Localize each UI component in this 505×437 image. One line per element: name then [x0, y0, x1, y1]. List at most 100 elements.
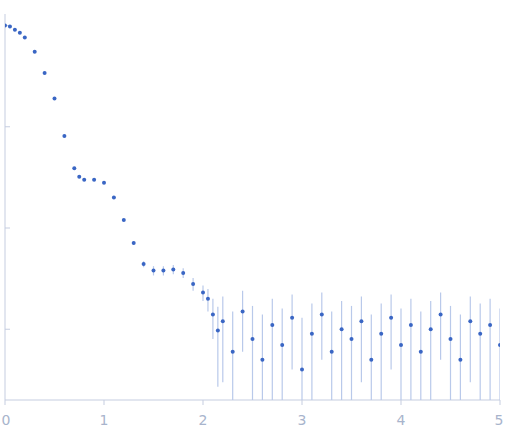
- point: [171, 267, 175, 271]
- error-bar: [420, 311, 421, 400]
- x-tick: [500, 400, 501, 405]
- point: [359, 319, 363, 323]
- error-bar: [242, 291, 243, 352]
- point: [449, 337, 453, 341]
- error-bar: [430, 301, 431, 400]
- error-bar: [351, 306, 352, 400]
- error-bar: [331, 311, 332, 400]
- point: [211, 312, 215, 316]
- x-tick-label: 2: [199, 412, 208, 428]
- point: [62, 134, 66, 138]
- point: [23, 36, 27, 40]
- point: [102, 181, 106, 185]
- point: [201, 291, 205, 295]
- y-tick: [5, 228, 10, 229]
- x-tick: [203, 400, 204, 405]
- x-tick: [302, 400, 303, 405]
- point: [152, 269, 156, 273]
- point: [82, 178, 86, 182]
- point: [290, 316, 294, 320]
- y-axis: [5, 14, 6, 400]
- point: [8, 24, 12, 28]
- point: [191, 282, 195, 286]
- point: [221, 319, 225, 323]
- error-bar: [400, 309, 401, 400]
- error-bar: [282, 309, 283, 400]
- error-bar: [222, 297, 223, 383]
- point: [216, 329, 220, 333]
- point: [72, 166, 76, 170]
- points: [5, 24, 500, 372]
- error-bar: [361, 297, 362, 383]
- point: [369, 358, 373, 362]
- error-bar: [480, 303, 481, 400]
- x-tick-label: 0: [2, 412, 11, 428]
- error-bar: [470, 297, 471, 383]
- point: [206, 297, 210, 301]
- point: [320, 312, 324, 316]
- error-bar: [381, 303, 382, 400]
- point: [350, 337, 354, 341]
- point: [488, 323, 492, 327]
- error-bar: [311, 303, 312, 400]
- point: [251, 337, 255, 341]
- plot-area: [5, 24, 500, 400]
- point: [43, 71, 47, 75]
- error-bar: [212, 299, 213, 339]
- error-bar: [292, 295, 293, 370]
- error-bar: [460, 314, 461, 400]
- x-tick-label: 3: [298, 412, 307, 428]
- point: [300, 368, 304, 372]
- point: [379, 332, 383, 336]
- point: [399, 343, 403, 347]
- y-tick: [5, 329, 10, 330]
- point: [231, 350, 235, 354]
- error-bar: [321, 293, 322, 360]
- point: [53, 97, 57, 101]
- point: [161, 269, 165, 273]
- point: [13, 28, 17, 32]
- x-tick: [104, 400, 105, 405]
- point: [280, 343, 284, 347]
- point: [112, 196, 116, 200]
- error-bar: [262, 314, 263, 400]
- point: [241, 309, 245, 313]
- point: [439, 312, 443, 316]
- error-bar: [272, 299, 273, 400]
- point: [389, 316, 393, 320]
- point: [458, 358, 462, 362]
- point: [468, 319, 472, 323]
- point: [330, 350, 334, 354]
- point: [409, 323, 413, 327]
- x-tick-label: 5: [495, 412, 504, 428]
- point: [260, 358, 264, 362]
- error-bar: [440, 293, 441, 360]
- error-bar: [391, 295, 392, 370]
- error-bar: [490, 299, 491, 400]
- error-bar: [499, 309, 500, 400]
- point: [419, 350, 423, 354]
- error-bars: [5, 25, 500, 400]
- error-bar: [217, 307, 218, 387]
- point: [181, 271, 185, 275]
- point: [310, 332, 314, 336]
- x-tick-label: 1: [100, 412, 109, 428]
- point: [132, 241, 136, 245]
- point: [77, 175, 81, 179]
- error-bar: [450, 306, 451, 400]
- x-tick: [401, 400, 402, 405]
- point: [18, 31, 22, 35]
- point: [142, 262, 146, 266]
- point: [33, 50, 37, 54]
- point: [122, 218, 126, 222]
- point: [498, 343, 500, 347]
- error-bar: [301, 318, 302, 400]
- chart: 012345: [0, 0, 505, 437]
- x-tick: [5, 400, 6, 405]
- error-bar: [232, 311, 233, 400]
- point: [270, 323, 274, 327]
- error-bar: [252, 306, 253, 400]
- error-bar: [341, 301, 342, 400]
- point: [340, 327, 344, 331]
- error-bar: [371, 314, 372, 400]
